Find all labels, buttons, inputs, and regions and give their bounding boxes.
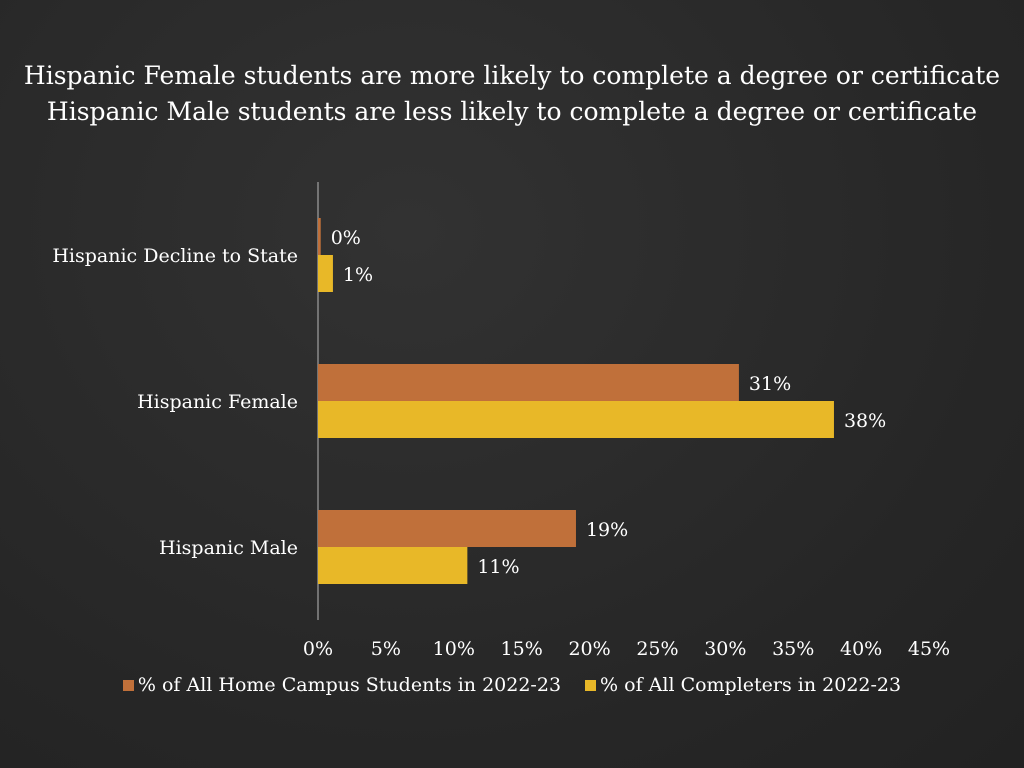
data-label: 1% — [343, 264, 373, 286]
bar — [318, 510, 576, 547]
category-label: Hispanic Male — [159, 537, 298, 559]
bar — [318, 218, 321, 255]
chart-title: Hispanic Female students are more likely… — [0, 58, 1024, 130]
x-tick-label: 15% — [501, 638, 543, 660]
x-tick-label: 0% — [303, 638, 333, 660]
bar — [318, 255, 333, 292]
data-label: 19% — [586, 519, 628, 541]
x-tick-label: 45% — [908, 638, 950, 660]
title-line-1: Hispanic Female students are more likely… — [23, 61, 1001, 90]
data-label: 0% — [331, 227, 361, 249]
data-label: 11% — [477, 556, 519, 578]
category-label: Hispanic Female — [137, 391, 298, 413]
legend-label-completers: % of All Completers in 2022-23 — [600, 674, 902, 696]
data-label: 31% — [749, 373, 791, 395]
legend: % of All Home Campus Students in 2022-23… — [0, 674, 1024, 696]
legend-swatch-students — [122, 679, 134, 691]
legend-swatch-completers — [585, 679, 597, 691]
x-tick-label: 40% — [840, 638, 882, 660]
x-tick-label: 30% — [704, 638, 746, 660]
legend-label-students: % of All Home Campus Students in 2022-23 — [137, 674, 562, 696]
bar — [318, 401, 834, 438]
category-label: Hispanic Decline to State — [52, 245, 298, 267]
x-tick-label: 35% — [772, 638, 814, 660]
legend-item-completers: % of All Completers in 2022-23 — [585, 674, 901, 696]
bar — [318, 547, 468, 584]
x-tick-label: 10% — [433, 638, 475, 660]
legend-item-students: % of All Home Campus Students in 2022-23 — [122, 674, 562, 696]
x-tick-label: 20% — [568, 638, 610, 660]
title-line-2: Hispanic Male students are less likely t… — [46, 97, 978, 126]
bar — [318, 364, 739, 401]
data-label: 38% — [844, 410, 886, 432]
x-tick-label: 25% — [636, 638, 678, 660]
x-tick-label: 5% — [371, 638, 401, 660]
